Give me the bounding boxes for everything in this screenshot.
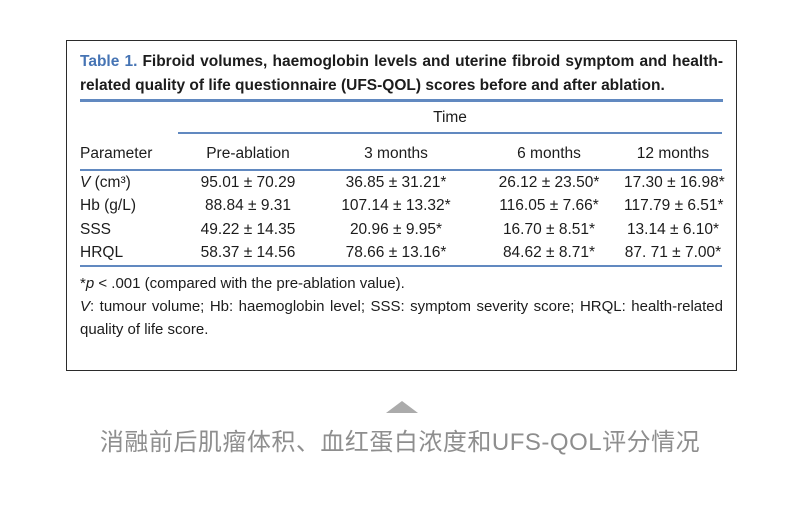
abbrev-v: V (80, 297, 91, 315)
value-cell: 26.12 ± 23.50* (498, 173, 600, 191)
parameter-cell: V (cm³) (80, 173, 131, 191)
triangle-up-icon (386, 401, 418, 413)
value-cell: 95.01 ± 70.29 (200, 173, 296, 191)
value-cell: 16.70 ± 8.51* (502, 220, 596, 238)
value-cell: 107.14 ± 13.32* (341, 197, 451, 214)
column-header-row: Parameter Pre-ablation 3 months 6 months… (80, 132, 722, 171)
parameter-cell: SSS (80, 220, 112, 238)
table-row: Hb (g/L) 88.84 ± 9.31 107.14 ± 13.32* 116.0… (80, 194, 724, 218)
value-cell: 117.79 ± 6.51* (624, 197, 724, 214)
abbreviations-footnote: V: tumour volume; Hb: haemoglobin level;… (80, 295, 723, 341)
table-title-text: Fibroid volumes, haemoglobin levels and … (80, 53, 723, 94)
value-cell: 13.14 ± 6.10* (626, 220, 720, 238)
table-row: V (cm³) 95.01 ± 70.29 36.85 ± 31.21* 26.12 … (80, 170, 725, 195)
paper-table-panel: Table 1. Fibroid volumes, haemoglobin lev… (66, 40, 737, 371)
column-header-pre-ablation: Pre-ablation (178, 132, 318, 171)
parameter-cell: HRQL (80, 241, 178, 267)
column-header-12-months: 12 months (624, 132, 722, 171)
value-cell: 58.37 ± 14.56 (178, 241, 318, 267)
table-title: Table 1. Fibroid volumes, haemoglobin lev… (80, 50, 723, 98)
significance-text: < .001 (compared with the pre-ablation v… (94, 274, 405, 292)
significance-star: * (80, 274, 86, 292)
value-cell: 78.66 ± 13.16* (318, 241, 474, 267)
value-cell: 36.85 ± 31.21* (345, 173, 447, 191)
value-cell: 88.84 ± 9.31 (204, 197, 292, 214)
time-spanner-header: Time (178, 101, 722, 134)
value-cell: 116.05 ± 7.66* (499, 197, 599, 214)
value-cell: 49.22 ± 14.35 (200, 220, 296, 238)
table-footnotes: *p < .001 (compared with the pre-ablatio… (80, 272, 723, 341)
value-cell: 20.96 ± 9.95* (349, 220, 443, 238)
value-cell: 17.30 ± 16.98* (624, 173, 725, 191)
table-number-label: Table 1. (80, 53, 138, 70)
table-row: HRQL 58.37 ± 14.56 78.66 ± 13.16* 84.62 ± 8… (80, 241, 722, 267)
table-row: SSS 49.22 ± 14.35 20.96 ± 9.95* 16.70 ± 8.5… (80, 218, 722, 242)
column-header-3-months: 3 months (318, 132, 474, 171)
figure-caption-cn: 消融前后肌瘤体积、血红蛋白浓度和UFS-QOL评分情况 (99, 429, 701, 456)
significance-p: p (85, 274, 95, 292)
results-table: Time Parameter Pre-ablation 3 months 6 m… (80, 101, 725, 267)
spanner-header-row: Time (80, 101, 722, 134)
significance-footnote: *p < .001 (compared with the pre-ablatio… (80, 272, 723, 295)
spanner-empty-cell (80, 102, 178, 133)
value-cell: 84.62 ± 8.71* (474, 241, 624, 267)
parameter-cell: Hb (g/L) (80, 197, 136, 214)
column-header-6-months: 6 months (474, 132, 624, 171)
column-header-parameter: Parameter (80, 132, 178, 171)
value-cell: 87. 71 ± 7.00* (624, 241, 722, 267)
abbrev-text: : tumour volume; Hb: haemoglobin level; … (80, 297, 723, 338)
title-divider-rule (80, 99, 723, 102)
